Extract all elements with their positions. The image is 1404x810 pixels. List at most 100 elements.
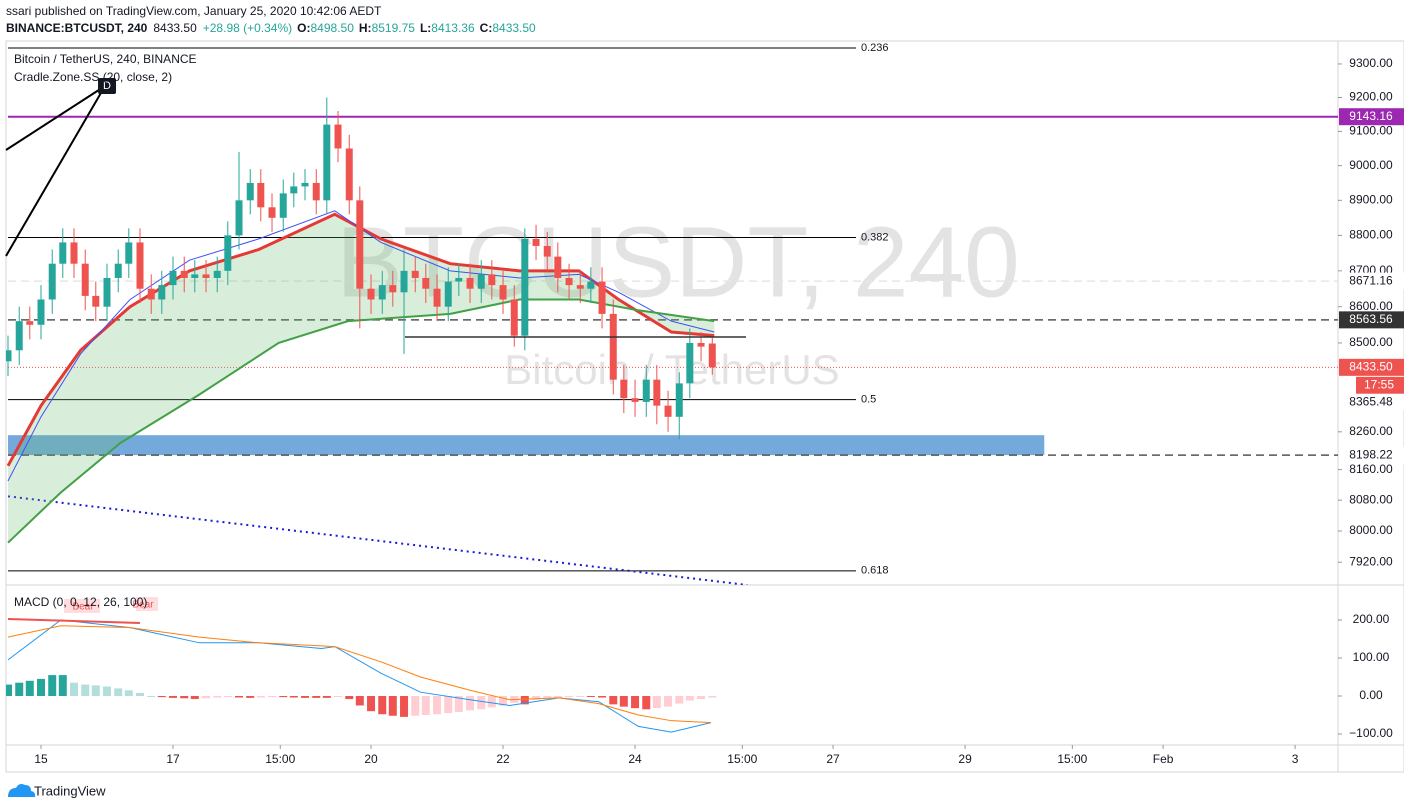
- histogram-bar: [697, 695, 706, 700]
- annotation-box: [98, 78, 116, 94]
- y-tick-label: 8900.00: [1349, 192, 1393, 206]
- candle-body: [191, 274, 199, 278]
- pane-title: Bitcoin / TetherUS, 240, BINANCE: [14, 52, 197, 66]
- histogram-bar: [70, 682, 79, 696]
- x-tick-label: 15:00: [265, 752, 295, 766]
- histogram-bar: [235, 695, 244, 698]
- histogram-bar: [114, 688, 123, 696]
- histogram-bar: [586, 695, 595, 697]
- indicator-title: Cradle.Zone.SS (20, close, 2): [14, 70, 172, 84]
- bear-line: [7, 618, 141, 624]
- change: +28.98 (+0.34%): [203, 21, 292, 35]
- price-label-bg: [1339, 393, 1404, 411]
- candle-body: [389, 285, 397, 293]
- y-tick-label: 9000.00: [1349, 158, 1393, 172]
- x-tick-label: 24: [628, 752, 642, 766]
- macd-pane: [6, 619, 717, 733]
- x-tick-label: 27: [826, 752, 840, 766]
- candle-body: [664, 405, 672, 417]
- x-tick-label: 22: [496, 752, 510, 766]
- candle-body: [147, 288, 155, 300]
- candle-body: [70, 242, 78, 264]
- candle-body: [158, 285, 166, 300]
- watermark-text: Bitcoin / TetherUS: [504, 346, 839, 393]
- candle-body: [367, 288, 375, 300]
- candle-body: [202, 274, 210, 278]
- ohlc-value: 8433.50: [492, 21, 536, 35]
- candle-body: [26, 321, 34, 325]
- candle-body: [411, 270, 419, 278]
- histogram-bar: [312, 695, 321, 698]
- histogram-bar: [136, 692, 145, 696]
- annotation-box: [136, 597, 158, 611]
- histogram-bar: [685, 695, 694, 701]
- histogram-bar: [400, 695, 409, 717]
- ohlc-value: 8498.50: [311, 21, 355, 35]
- fib-label: 0.5: [861, 394, 876, 406]
- candle-body: [708, 343, 716, 368]
- histogram-bar: [454, 695, 463, 712]
- x-tick-label: 15:00: [1057, 752, 1087, 766]
- y-tick-label: 8160.00: [1349, 462, 1393, 476]
- histogram-bar: [48, 675, 57, 696]
- histogram-bar: [642, 695, 651, 710]
- candle-body: [125, 242, 133, 264]
- candle-body: [59, 242, 67, 264]
- candle-body: [378, 285, 386, 300]
- histogram-bar: [532, 695, 541, 700]
- y-tick-label: 8080.00: [1349, 492, 1393, 506]
- candle-body: [136, 242, 144, 289]
- candle-body: [642, 379, 650, 402]
- price-label-bg: [1339, 272, 1404, 290]
- ohlc-value: 8413.36: [431, 21, 475, 35]
- candle-body: [543, 245, 551, 257]
- histogram-bar: [91, 685, 100, 696]
- last-price: 8433.50: [153, 21, 197, 35]
- ohlc-label: O:: [297, 21, 310, 35]
- candle-body: [246, 182, 254, 201]
- annotation: Bear: [132, 600, 154, 611]
- histogram-bar: [444, 695, 453, 714]
- zone: [8, 435, 1045, 456]
- candle-body: [224, 235, 232, 271]
- candle-body: [576, 285, 584, 289]
- candle-body: [400, 270, 408, 293]
- candle-body: [422, 277, 430, 289]
- price-label-bg: [1339, 446, 1404, 464]
- price-label: 8671.16: [1349, 273, 1393, 287]
- histogram-bar: [609, 695, 618, 705]
- y-tick-label: 8260.00: [1349, 424, 1393, 438]
- candle-body: [235, 200, 243, 236]
- histogram-bar: [543, 695, 552, 699]
- annotation: D: [103, 80, 111, 92]
- histogram-bar: [268, 695, 277, 698]
- candle-body: [521, 238, 529, 336]
- candle-body: [334, 124, 342, 149]
- histogram-bar: [147, 695, 156, 697]
- annotation-box: [64, 599, 100, 613]
- histogram-bar: [664, 695, 673, 707]
- candle-body: [686, 342, 694, 384]
- y-tick-label: 8000.00: [1349, 523, 1393, 537]
- candle-body: [268, 207, 276, 218]
- candle-body: [532, 238, 540, 246]
- candle-body: [488, 274, 496, 286]
- histogram-bar: [279, 695, 288, 698]
- candle-body: [81, 263, 89, 296]
- histogram-bar: [499, 695, 508, 706]
- histogram-bar: [190, 695, 199, 700]
- histogram-bar: [631, 695, 640, 709]
- y-tick-label: 9100.00: [1349, 124, 1393, 138]
- candle-body: [279, 193, 287, 218]
- candle-body: [213, 270, 221, 278]
- candle-body: [697, 342, 705, 347]
- x-tick-label: 17: [166, 752, 180, 766]
- candle-body: [631, 398, 639, 402]
- frame: [5, 40, 1404, 773]
- candle-body: [323, 124, 331, 201]
- price-label-bg: [1339, 358, 1404, 376]
- histogram-bar: [246, 695, 255, 698]
- histogram-bar: [322, 695, 331, 698]
- x-tick-label: Feb: [1153, 752, 1174, 766]
